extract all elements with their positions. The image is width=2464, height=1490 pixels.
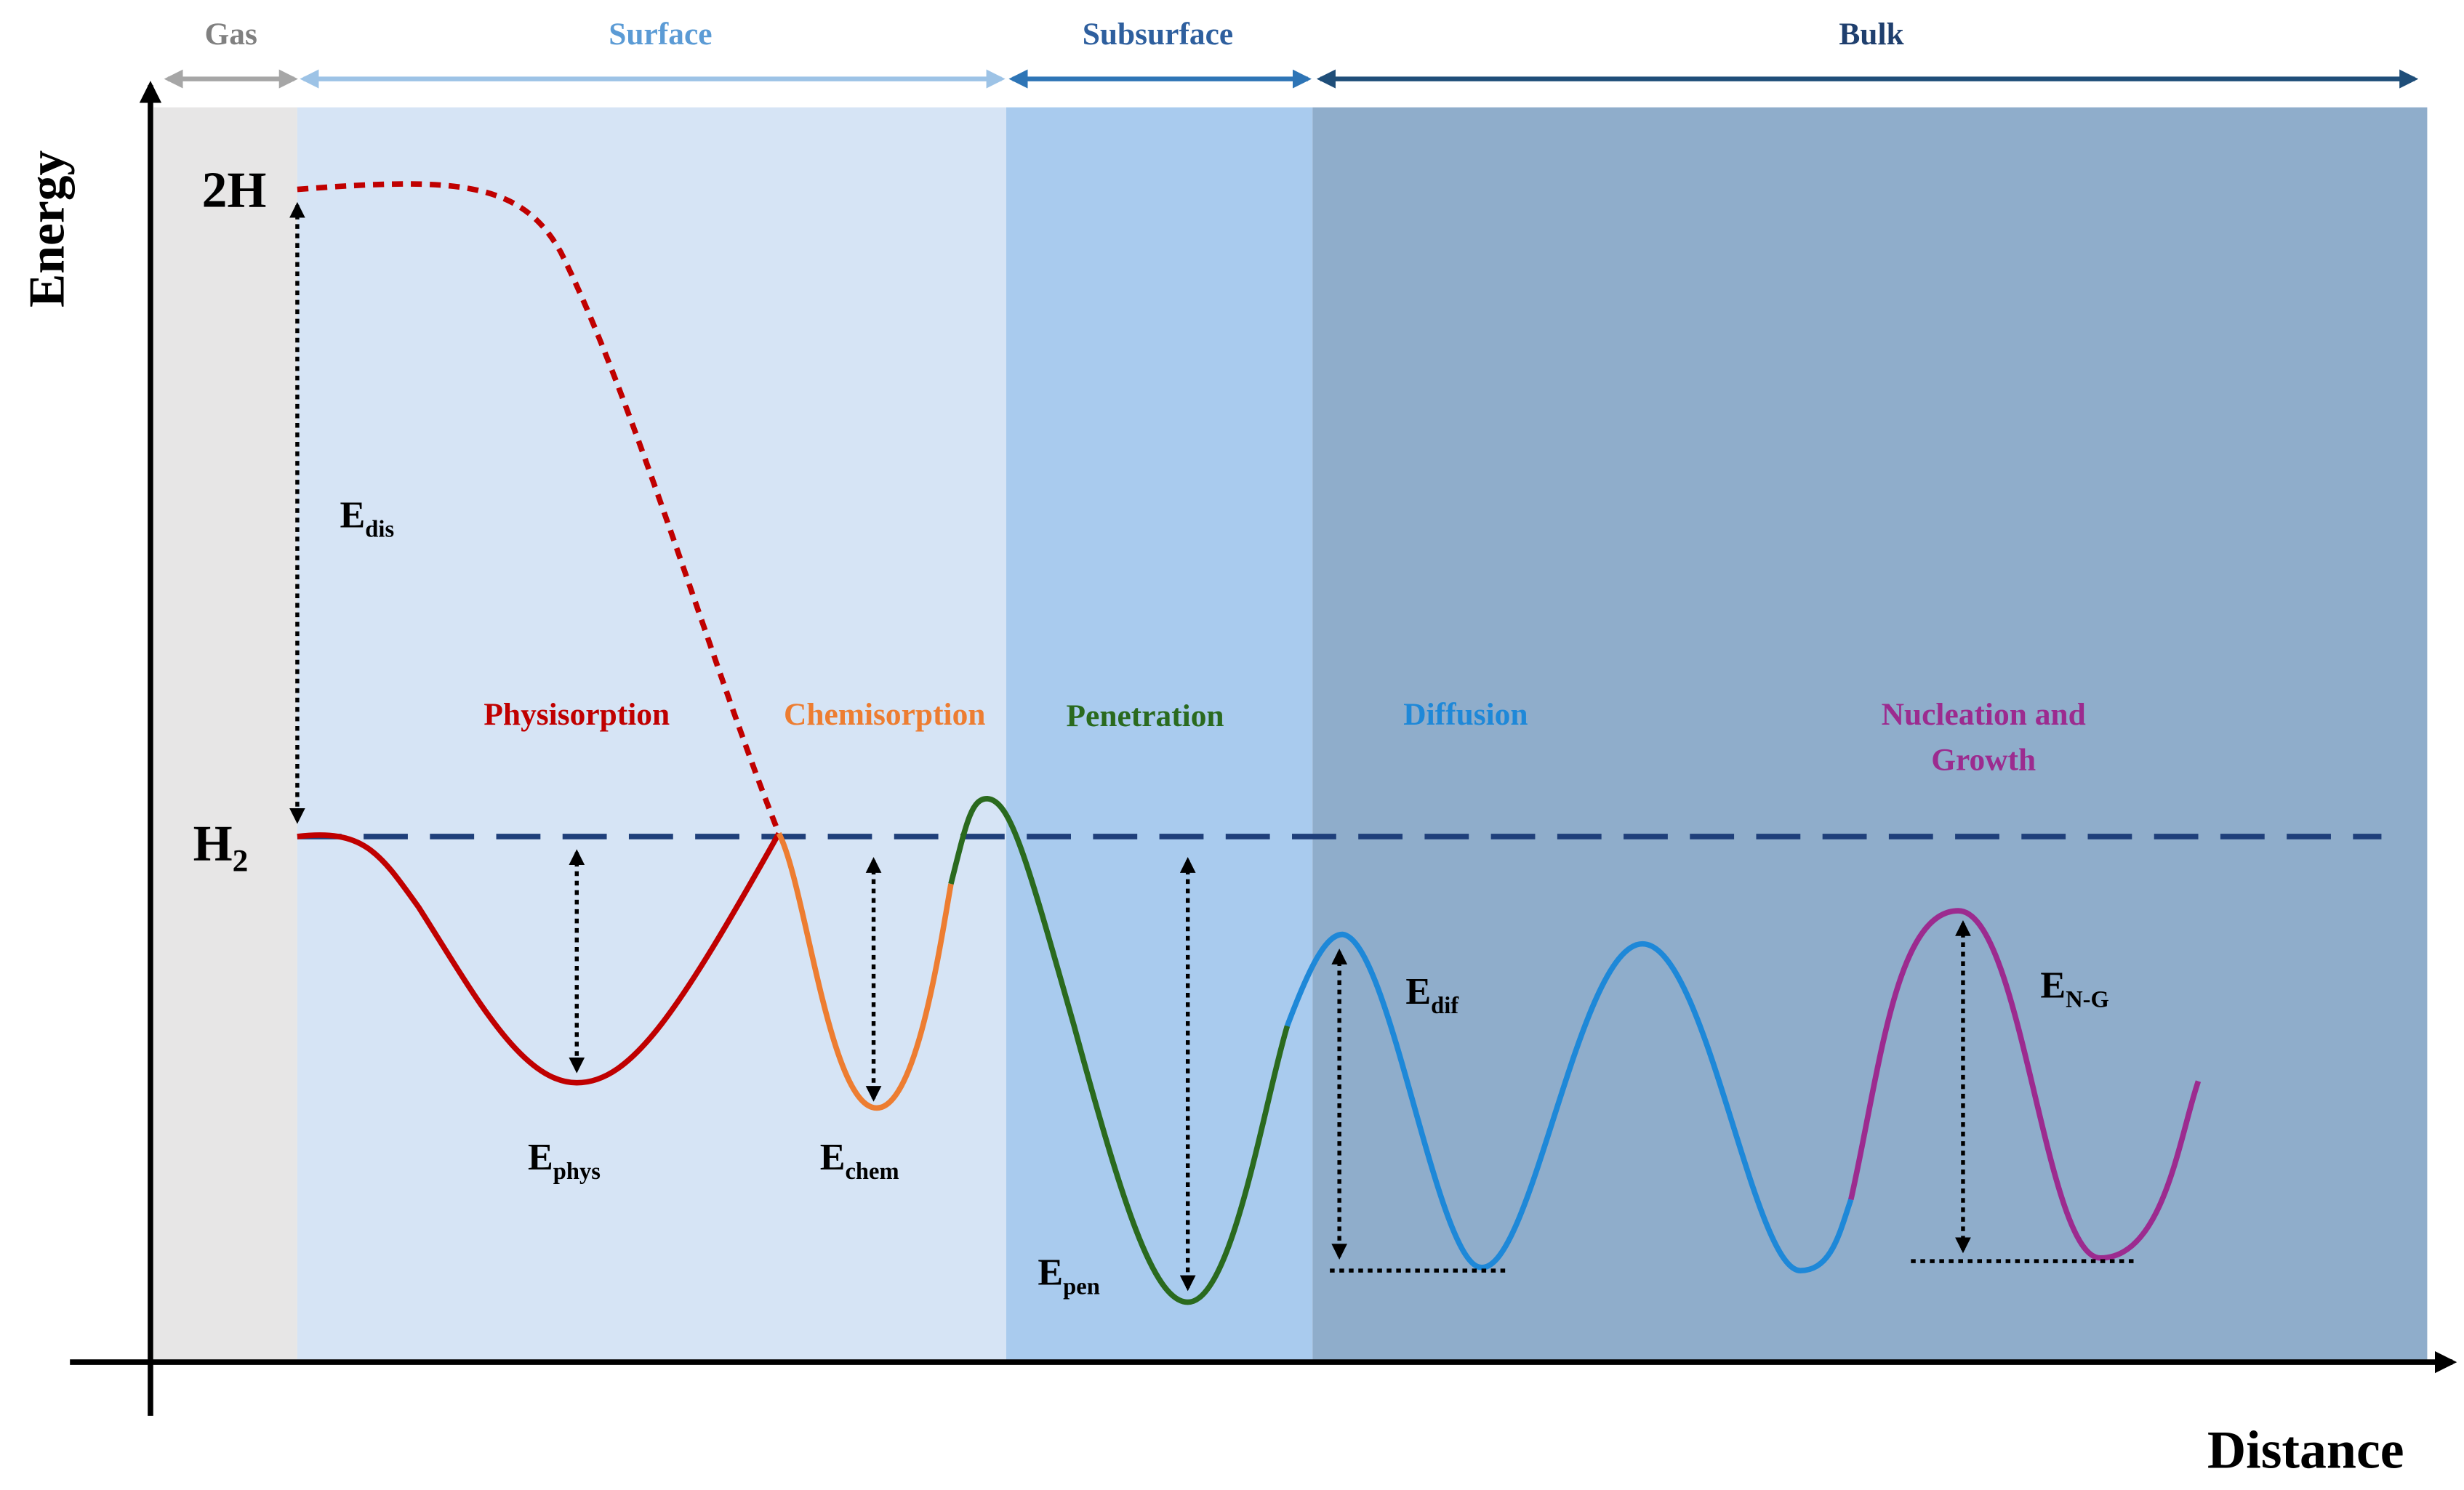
y-axis-title: Energy [20, 150, 76, 307]
nucleation-curve [1848, 908, 2202, 1261]
level-base: H [193, 816, 233, 872]
energy-base: E [820, 1137, 846, 1178]
dissociation-curve [297, 181, 782, 835]
energy-sub: N-G [2066, 986, 2109, 1012]
subsurface-region [1006, 107, 1313, 1361]
energy-sub: pen [1063, 1274, 1100, 1300]
energy-base: E [2040, 965, 2066, 1006]
level-label: 2H [202, 162, 267, 218]
energy-sub: dif [1431, 993, 1459, 1019]
level-sub: 2 [233, 844, 249, 879]
bulk-region [1312, 107, 2428, 1361]
energy-label: Echem [820, 1137, 899, 1185]
surface-region [297, 107, 1006, 1361]
x-axis-title: Distance [2207, 1420, 2404, 1480]
energy-label: Edis [340, 494, 395, 542]
process-label: Physisorption [483, 697, 670, 732]
region-label: Bulk [1839, 17, 1904, 52]
physisorption-curve [297, 831, 782, 1086]
energy-label: Edif [1405, 971, 1459, 1019]
region-label: Gas [205, 17, 257, 52]
region-label: Surface [609, 17, 712, 52]
energy-base: E [528, 1137, 553, 1178]
process-label: Penetration [1067, 698, 1224, 733]
level-label: H2 [193, 816, 249, 879]
energy-label: Epen [1038, 1252, 1099, 1300]
gas-region [153, 107, 297, 1361]
energy-base: E [1405, 971, 1431, 1012]
energy-sub: dis [365, 516, 394, 542]
energy-sub: chem [845, 1159, 899, 1185]
energy-sub: phys [553, 1159, 601, 1185]
diffusion-curve [1284, 931, 1854, 1273]
process-label: Diffusion [1403, 697, 1528, 732]
process-label: Chemisorption [784, 697, 985, 732]
penetration-curve [948, 796, 1291, 1305]
energy-base: E [1038, 1252, 1063, 1294]
energy-arrows [289, 201, 2135, 1292]
region-label: Subsurface [1083, 17, 1233, 52]
process-label: Growth [1931, 743, 2036, 778]
process-label: Nucleation and [1882, 697, 2086, 732]
chemisorption-curve [776, 831, 954, 1111]
energy-label: Ephys [528, 1137, 601, 1185]
energy-base: E [340, 494, 366, 536]
energy-label: EN-G [2040, 965, 2108, 1012]
